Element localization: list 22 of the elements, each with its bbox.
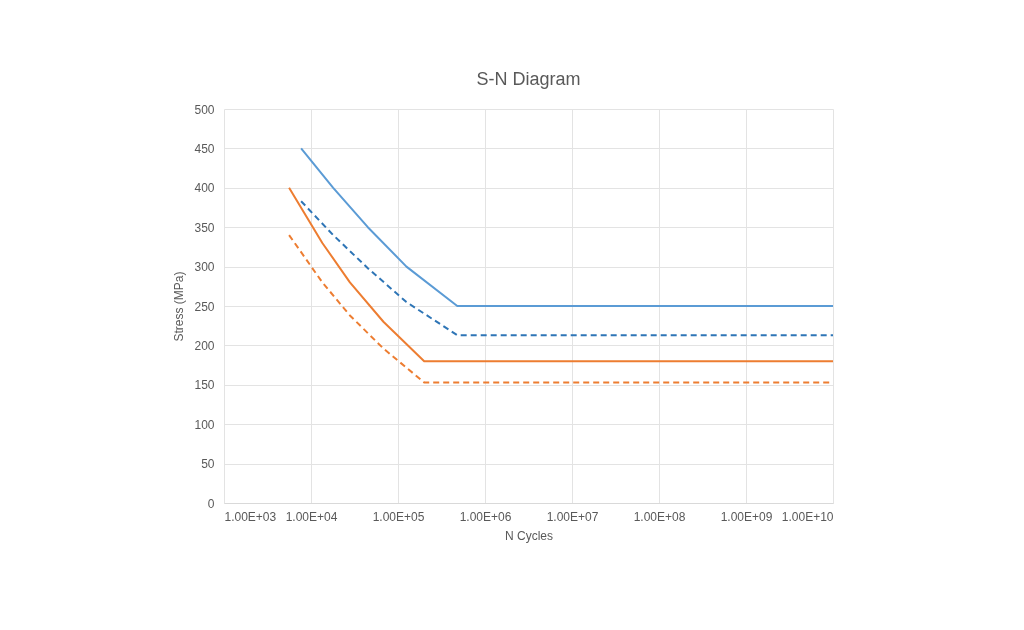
y-tick-label: 0 [207, 496, 215, 511]
y-tick-label: 200 [194, 338, 215, 353]
y-tick-label: 100 [194, 417, 215, 432]
y-tick-label: 50 [201, 457, 215, 472]
x-tick-label: 1.00E+06 [459, 509, 512, 524]
y-tick-label: 250 [194, 299, 215, 314]
y-tick-label: 450 [194, 141, 215, 156]
x-tick-label: 1.00E+10 [781, 509, 834, 524]
y-axis-title: Stress (MPa) [172, 271, 187, 342]
x-tick-label: 1.00E+05 [372, 509, 425, 524]
y-tick-label: 500 [194, 102, 215, 117]
x-tick-label: 1.00E+09 [720, 509, 773, 524]
y-tick-label: 400 [194, 181, 215, 196]
y-tick-label: 350 [194, 220, 215, 235]
x-tick-label: 1.00E+03 [224, 509, 277, 524]
y-tick-label: 150 [194, 378, 215, 393]
x-tick-label: 1.00E+07 [546, 509, 599, 524]
y-tick-label: 300 [194, 260, 215, 275]
x-tick-label: 1.00E+08 [633, 509, 686, 524]
x-tick-label: 1.00E+04 [285, 509, 338, 524]
chart-title: S-N Diagram [476, 69, 581, 89]
x-axis-title: N Cycles [504, 528, 554, 543]
